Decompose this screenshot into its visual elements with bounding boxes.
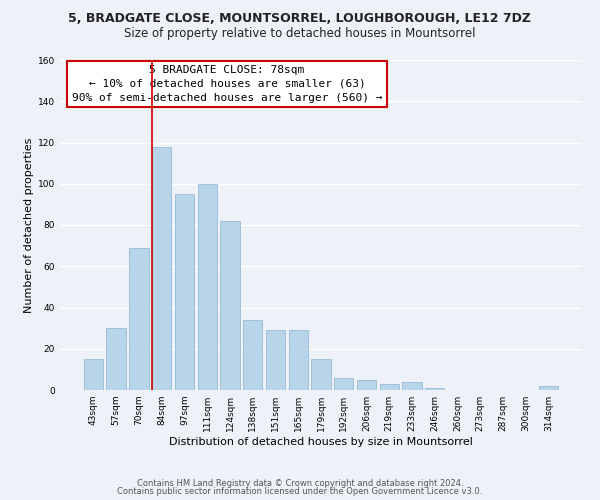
Bar — [220, 221, 239, 390]
Bar — [539, 386, 558, 390]
Bar — [357, 380, 376, 390]
Bar — [152, 146, 172, 390]
Bar — [311, 359, 331, 390]
Bar — [243, 320, 262, 390]
Bar — [403, 382, 422, 390]
Bar — [129, 248, 149, 390]
Bar — [84, 359, 103, 390]
Text: 5, BRADGATE CLOSE, MOUNTSORREL, LOUGHBOROUGH, LE12 7DZ: 5, BRADGATE CLOSE, MOUNTSORREL, LOUGHBOR… — [68, 12, 532, 26]
X-axis label: Distribution of detached houses by size in Mountsorrel: Distribution of detached houses by size … — [169, 437, 473, 447]
Text: 5 BRADGATE CLOSE: 78sqm
← 10% of detached houses are smaller (63)
90% of semi-de: 5 BRADGATE CLOSE: 78sqm ← 10% of detache… — [72, 65, 382, 103]
Bar — [380, 384, 399, 390]
Bar — [289, 330, 308, 390]
Bar — [425, 388, 445, 390]
Bar — [334, 378, 353, 390]
Text: Contains HM Land Registry data © Crown copyright and database right 2024.: Contains HM Land Registry data © Crown c… — [137, 478, 463, 488]
Text: Size of property relative to detached houses in Mountsorrel: Size of property relative to detached ho… — [124, 28, 476, 40]
Bar — [106, 328, 126, 390]
Text: Contains public sector information licensed under the Open Government Licence v3: Contains public sector information licen… — [118, 487, 482, 496]
Bar — [175, 194, 194, 390]
Bar — [266, 330, 285, 390]
Bar — [197, 184, 217, 390]
Y-axis label: Number of detached properties: Number of detached properties — [24, 138, 34, 312]
